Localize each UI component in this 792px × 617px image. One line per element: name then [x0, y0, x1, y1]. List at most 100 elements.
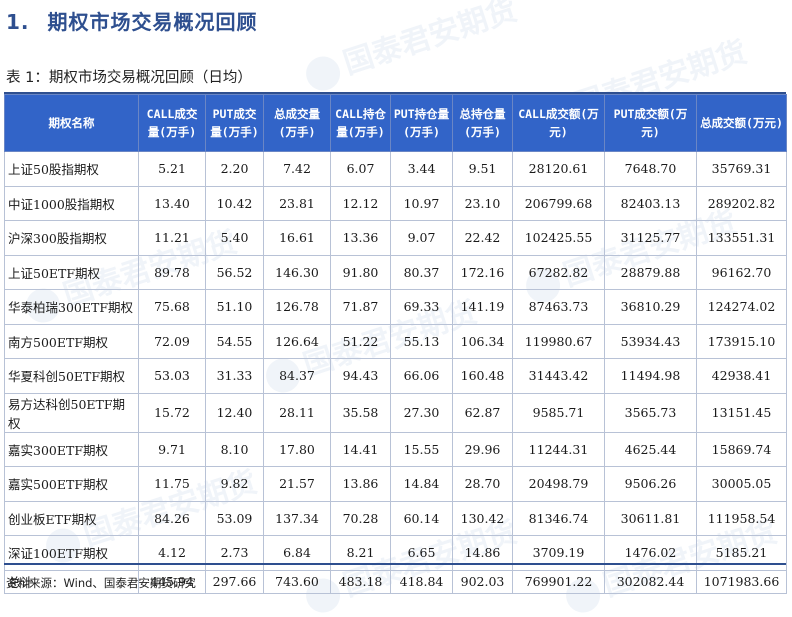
section-title: 1. 期权市场交易概况回顾 [6, 6, 258, 35]
cell-total-open-interest: 172.16 [452, 254, 513, 290]
cell-put-volume: 53.09 [205, 500, 264, 536]
cell-call-open-interest: 91.80 [330, 254, 391, 290]
table-row: 南方500ETF期权 72.09 54.55 126.64 51.22 55.1… [4, 323, 787, 359]
cell-option-name: 上证50ETF期权 [4, 254, 139, 290]
cell-call-volume: 75.68 [138, 289, 206, 325]
cell-put-turnover: 53934.43 [604, 323, 697, 359]
cell-put-turnover: 28879.88 [604, 254, 697, 290]
section-title-text: 期权市场交易概况回顾 [47, 10, 258, 34]
header-call-open-interest: CALL持仓量(万手) [330, 94, 391, 152]
table-row: 中证1000股指期权 13.40 10.42 23.81 12.12 10.97… [4, 185, 787, 221]
cell-total-turnover: 1071983.66 [696, 569, 787, 594]
cell-option-name: 中证1000股指期权 [4, 185, 139, 221]
cell-call-turnover: 67282.82 [512, 254, 605, 290]
cell-total-turnover: 13151.45 [696, 392, 787, 433]
header-option-name: 期权名称 [4, 94, 139, 152]
cell-total-volume: 84.37 [263, 358, 331, 394]
cell-call-open-interest: 12.12 [330, 185, 391, 221]
table-row: 沪深300股指期权 11.21 5.40 16.61 13.36 9.07 22… [4, 220, 787, 256]
cell-put-turnover: 36810.29 [604, 289, 697, 325]
table-bottom-rule [4, 563, 786, 565]
cell-total-label: 总计 [4, 569, 139, 594]
cell-total-open-interest: 62.87 [452, 392, 513, 433]
cell-total-open-interest: 160.48 [452, 358, 513, 394]
options-summary-table: 期权名称 CALL成交量(万手) PUT成交量(万手) 总成交量(万手) CAL… [4, 94, 787, 594]
cell-total-volume: 23.81 [263, 185, 331, 221]
cell-call-volume: 84.26 [138, 500, 206, 536]
cell-call-turnover: 31443.42 [512, 358, 605, 394]
cell-put-open-interest: 15.55 [390, 431, 453, 467]
cell-total-volume: 137.34 [263, 500, 331, 536]
header-total-turnover: 总成交额(万元) [696, 94, 787, 152]
cell-option-name: 上证50股指期权 [4, 151, 139, 187]
cell-call-open-interest: 13.86 [330, 466, 391, 502]
cell-call-volume: 72.09 [138, 323, 206, 359]
cell-total-open-interest: 141.19 [452, 289, 513, 325]
cell-put-volume: 297.66 [205, 569, 264, 594]
cell-put-turnover: 4625.44 [604, 431, 697, 467]
cell-call-volume: 13.40 [138, 185, 206, 221]
cell-put-turnover: 7648.70 [604, 151, 697, 187]
header-total-open-interest: 总持仓量(万手) [452, 94, 513, 152]
cell-total-volume: 126.78 [263, 289, 331, 325]
cell-call-open-interest: 94.43 [330, 358, 391, 394]
cell-total-volume: 126.64 [263, 323, 331, 359]
cell-total-turnover: 96162.70 [696, 254, 787, 290]
cell-total-open-interest: 130.42 [452, 500, 513, 536]
cell-put-open-interest: 69.33 [390, 289, 453, 325]
cell-put-open-interest: 418.84 [390, 569, 453, 594]
caption-rule [4, 92, 786, 94]
cell-call-open-interest: 70.28 [330, 500, 391, 536]
table-row: 上证50股指期权 5.21 2.20 7.42 6.07 3.44 9.51 2… [4, 151, 787, 187]
cell-call-open-interest: 6.07 [330, 151, 391, 187]
table-row: 易方达科创50ETF期权 15.72 12.40 28.11 35.58 27.… [4, 392, 787, 433]
cell-total-turnover: 124274.02 [696, 289, 787, 325]
header-call-turnover: CALL成交额(万元) [512, 94, 605, 152]
cell-total-turnover: 30005.05 [696, 466, 787, 502]
cell-put-open-interest: 80.37 [390, 254, 453, 290]
cell-put-volume: 10.42 [205, 185, 264, 221]
cell-total-open-interest: 29.96 [452, 431, 513, 467]
cell-total-volume: 743.60 [263, 569, 331, 594]
cell-total-open-interest: 22.42 [452, 220, 513, 256]
cell-put-volume: 2.20 [205, 151, 264, 187]
cell-call-open-interest: 71.87 [330, 289, 391, 325]
cell-call-volume: 11.75 [138, 466, 206, 502]
cell-total-turnover: 111958.54 [696, 500, 787, 536]
table-total-row: 总计 445.94 297.66 743.60 483.18 418.84 90… [4, 569, 787, 594]
cell-total-turnover: 133551.31 [696, 220, 787, 256]
cell-total-volume: 28.11 [263, 392, 331, 433]
header-call-volume: CALL成交量(万手) [138, 94, 206, 152]
cell-option-name: 华夏科创50ETF期权 [4, 358, 139, 394]
cell-total-volume: 17.80 [263, 431, 331, 467]
cell-call-volume: 5.21 [138, 151, 206, 187]
cell-put-volume: 9.82 [205, 466, 264, 502]
cell-total-turnover: 289202.82 [696, 185, 787, 221]
cell-put-volume: 31.33 [205, 358, 264, 394]
cell-option-name: 嘉实500ETF期权 [4, 466, 139, 502]
cell-call-volume: 15.72 [138, 392, 206, 433]
cell-put-open-interest: 3.44 [390, 151, 453, 187]
cell-put-volume: 56.52 [205, 254, 264, 290]
cell-total-turnover: 15869.74 [696, 431, 787, 467]
cell-put-turnover: 302082.44 [604, 569, 697, 594]
cell-call-volume: 445.94 [138, 569, 206, 594]
cell-call-turnover: 20498.79 [512, 466, 605, 502]
cell-put-turnover: 30611.81 [604, 500, 697, 536]
cell-call-open-interest: 14.41 [330, 431, 391, 467]
cell-call-turnover: 11244.31 [512, 431, 605, 467]
cell-option-name: 沪深300股指期权 [4, 220, 139, 256]
cell-put-volume: 8.10 [205, 431, 264, 467]
cell-put-open-interest: 27.30 [390, 392, 453, 433]
cell-put-turnover: 82403.13 [604, 185, 697, 221]
cell-put-open-interest: 14.84 [390, 466, 453, 502]
cell-call-open-interest: 51.22 [330, 323, 391, 359]
cell-total-turnover: 35769.31 [696, 151, 787, 187]
cell-put-volume: 51.10 [205, 289, 264, 325]
header-put-turnover: PUT成交额(万元) [604, 94, 697, 152]
table-row: 嘉实300ETF期权 9.71 8.10 17.80 14.41 15.55 2… [4, 431, 787, 467]
table-row: 华夏科创50ETF期权 53.03 31.33 84.37 94.43 66.0… [4, 358, 787, 394]
cell-put-open-interest: 9.07 [390, 220, 453, 256]
cell-put-turnover: 31125.77 [604, 220, 697, 256]
cell-total-open-interest: 9.51 [452, 151, 513, 187]
